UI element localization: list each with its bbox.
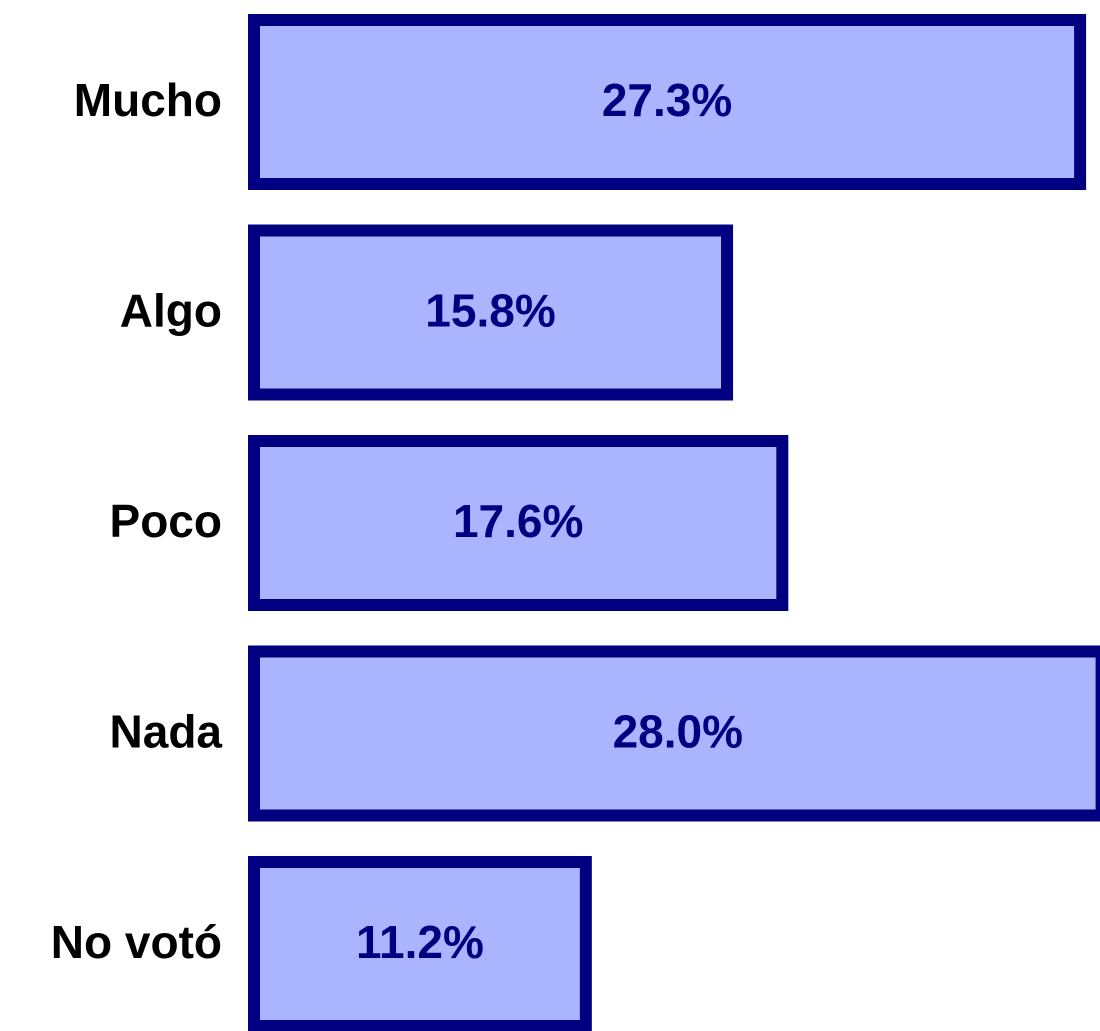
- y-tick-label: Nada: [110, 706, 223, 758]
- value-label: 17.6%: [453, 495, 583, 547]
- y-tick-label: Poco: [110, 495, 222, 547]
- y-tick-label: No votó: [51, 916, 222, 968]
- y-tick-label: Algo: [120, 285, 222, 337]
- y-tick-label: Mucho: [74, 74, 222, 126]
- value-label: 28.0%: [613, 706, 743, 758]
- value-label: 15.8%: [425, 285, 555, 337]
- value-label: 27.3%: [602, 74, 732, 126]
- value-label: 11.2%: [356, 916, 484, 968]
- chart: Mucho 27.3% Algo 15.8% Poco 17.6% Nada 28.0% No …: [0, 0, 1100, 1031]
